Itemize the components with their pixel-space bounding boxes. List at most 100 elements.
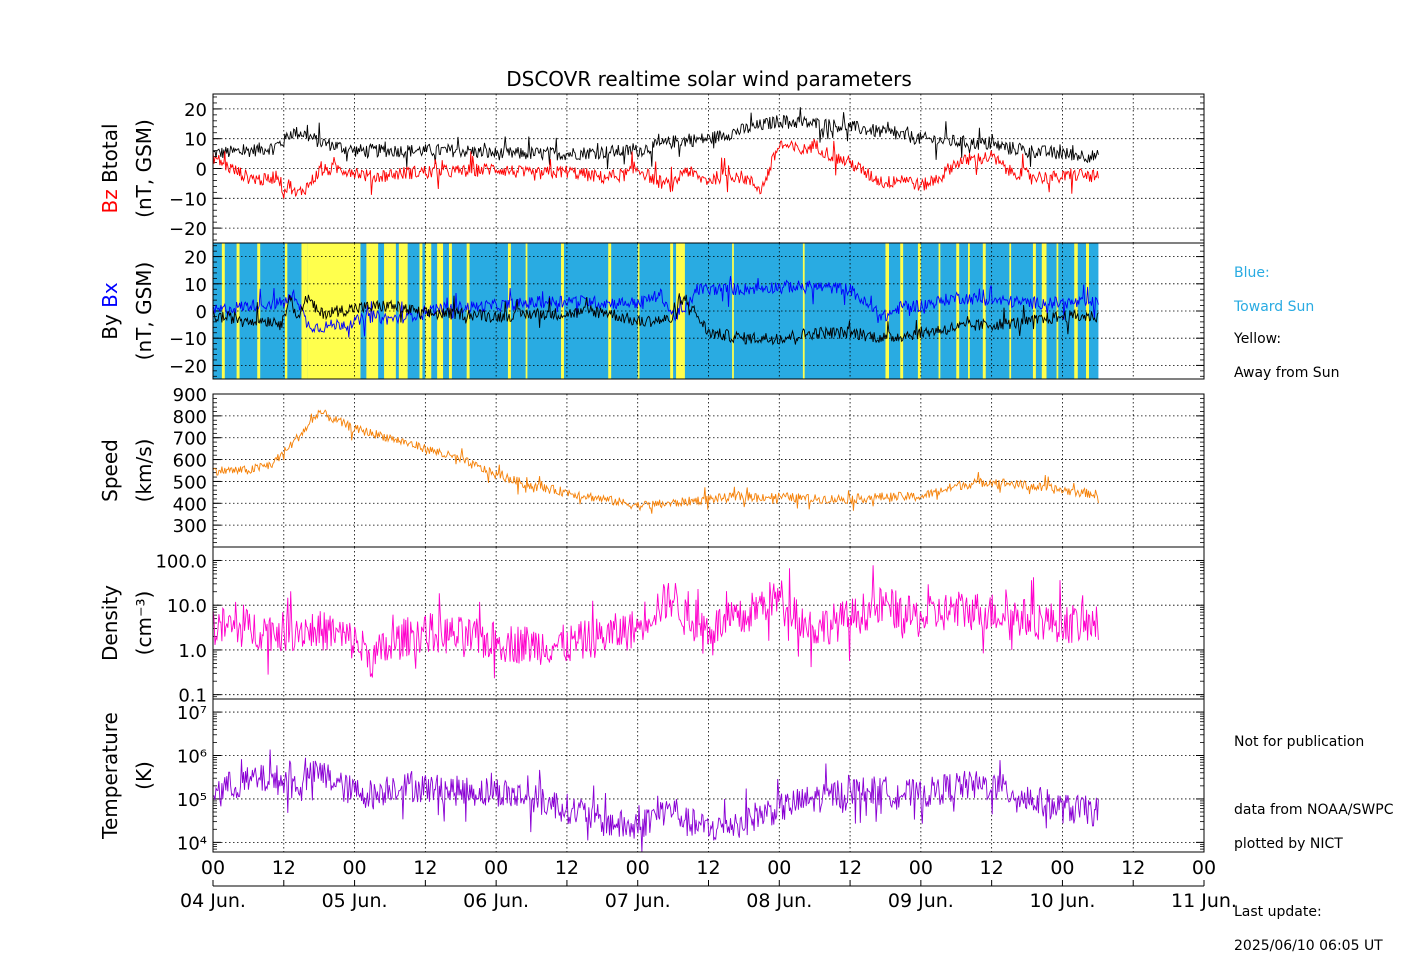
x-tick-label: 12 [555,857,579,879]
panel-bx_by: 20 10 0 −10 −20 By Bx (nT, GSM) [98,242,1205,380]
away-from-sun-stripe [885,243,890,379]
x-day-label: 07 Jun. [605,890,671,912]
panel-temperature: 10⁷ 10⁶ 10⁵ 10⁴ Temperature (K) [98,698,1205,854]
away-from-sun-stripe [466,243,470,379]
y-axis-label: By Bx [98,282,122,340]
series-line-btotal [212,107,1099,170]
chart-title: DSCOVR realtime solar wind parameters [506,67,912,91]
x-tick-label: 12 [1121,857,1145,879]
y-tick-label: 10⁷ [177,703,207,724]
y-tick-label: 900 [173,385,207,406]
toward-sun-background [213,243,1099,379]
x-day-label: 11 Jun. [1171,890,1237,912]
y-tick-label: 10.0 [167,596,207,617]
y-tick-label: 700 [173,429,207,450]
series-line-by [212,293,1099,346]
x-day-label: 05 Jun. [322,890,388,912]
y-tick-label: 100.0 [155,551,207,572]
away-from-sun-stripe [1074,243,1078,379]
y-tick-label: 600 [173,451,207,472]
y-tick-label: 10⁴ [177,833,207,854]
y-tick-label: 10 [184,275,207,296]
away-from-sun-legend: Yellow: Away from Sun [1234,314,1339,399]
y-axis-label-part: Density [98,585,122,661]
away-from-sun-stripe [1086,243,1089,379]
panel-density: 100.0 10.0 1.0 0.1 Density (cm⁻³) [98,546,1205,707]
x-day-label: 10 Jun. [1029,890,1095,912]
data-source-note: data from NOAA/SWPC [1234,802,1394,818]
y-tick-label: −10 [169,189,207,210]
y-axis-label: Speed [98,439,122,502]
x-tick-label: 00 [1050,857,1074,879]
away-from-sun-stripe [732,243,734,379]
away-from-sun-stripe [676,243,685,379]
x-tick-label: 00 [201,857,225,879]
x-tick-label: 12 [272,857,296,879]
y-tick-label: −20 [169,356,207,377]
panel-bz_btotal: 20 10 0 −10 −20 Bz Btotal (nT, GSM) [98,93,1205,244]
x-tick-label: 12 [980,857,1004,879]
y-axis-units: (km/s) [132,439,156,503]
x-tick-label: 12 [696,857,720,879]
away-from-sun-legend-line2: Away from Sun [1234,365,1340,381]
y-tick-label: 500 [173,472,207,493]
away-from-sun-stripe [301,243,308,379]
toward-sun-legend-line2: Toward Sun [1234,299,1315,315]
away-from-sun-stripe [968,243,970,379]
y-tick-label: 10⁵ [177,790,207,811]
y-axis-units: (cm⁻³) [132,591,156,656]
toward-sun-legend: Blue: Toward Sun [1234,248,1314,333]
y-axis-label-part: Bz [98,189,122,213]
away-from-sun-stripe [221,243,225,379]
x-day-label: 09 Jun. [888,890,954,912]
y-tick-label: 800 [173,407,207,428]
away-from-sun-stripe [982,243,986,379]
away-from-sun-stripe [561,243,564,379]
away-from-sun-stripe [1041,243,1047,379]
last-update-label: Last update: [1234,904,1322,920]
y-tick-label: 20 [184,248,207,269]
y-axis-label-part: Btotal [98,123,122,189]
x-tick-label: 00 [626,857,650,879]
y-tick-label: 0.1 [178,686,207,707]
x-day-label: 04 Jun. [180,890,246,912]
x-tick-label: 00 [909,857,933,879]
away-from-sun-legend-line1: Yellow: [1234,331,1282,347]
series-line-temperature [212,749,1099,853]
x-tick-label: 00 [767,857,791,879]
y-axis-label: Density [98,585,122,661]
last-update-value: 2025/06/10 06:05 UT [1234,938,1383,954]
y-axis-label-part: Bx [98,282,122,314]
y-axis-label-part: Temperature [98,712,122,840]
y-axis-label: Bz Btotal [98,123,122,213]
away-from-sun-stripe [419,243,423,379]
x-day-label: 06 Jun. [463,890,529,912]
x-tick-label: 12 [838,857,862,879]
y-tick-label: 0 [196,160,207,181]
series-line-density [212,565,1099,679]
away-from-sun-stripe [802,243,805,379]
series-line-bx [212,276,1099,338]
x-day-label: 08 Jun. [746,890,812,912]
x-tick-label: 00 [484,857,508,879]
y-tick-label: 10⁶ [177,747,207,768]
not-for-publication-note: Not for publication [1234,734,1365,750]
x-tick-label: 00 [342,857,366,879]
y-tick-label: −20 [169,219,207,240]
y-tick-label: 20 [184,100,207,121]
series-line-bz [212,138,1099,199]
y-axis-units: (nT, GSM) [132,262,156,361]
away-from-sun-stripe [437,243,444,379]
x-tick-label: 12 [413,857,437,879]
y-axis-units: (nT, GSM) [132,119,156,218]
x-tick-label: 00 [1192,857,1216,879]
solar-wind-chart: DSCOVR realtime solar wind parameters 20… [98,67,1237,912]
away-from-sun-stripe [938,243,941,379]
y-axis-label: Temperature [98,712,122,840]
y-tick-label: 0 [196,302,207,323]
y-tick-label: −10 [169,329,207,350]
away-from-sun-stripe [637,243,640,379]
panel-frame [212,242,1205,380]
panel-frame [212,698,1205,853]
